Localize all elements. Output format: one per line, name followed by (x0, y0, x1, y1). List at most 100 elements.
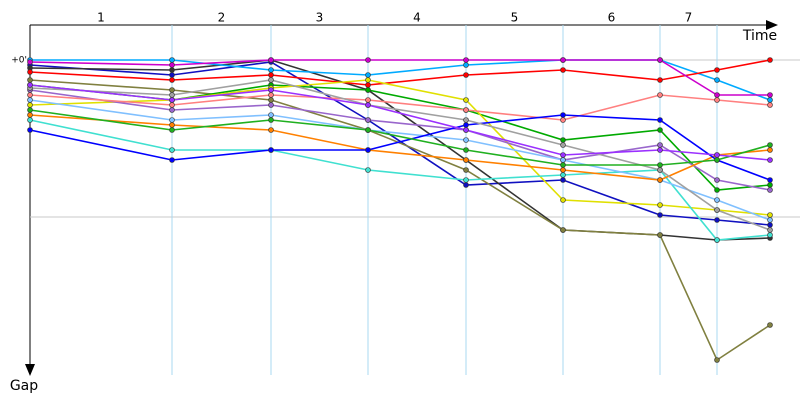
x-axis-arrow (766, 20, 778, 30)
point (27, 127, 33, 133)
point (27, 102, 33, 108)
point (268, 147, 274, 153)
point (169, 92, 175, 98)
point (268, 127, 274, 133)
point (27, 77, 33, 83)
point (657, 212, 663, 218)
point (560, 172, 566, 178)
point (169, 147, 175, 153)
point (767, 147, 773, 153)
point (268, 92, 274, 98)
point (27, 107, 33, 113)
point (767, 227, 773, 233)
point (268, 102, 274, 108)
y-axis-label: Gap (10, 378, 38, 394)
point (767, 322, 773, 328)
point (560, 227, 566, 233)
point (714, 207, 720, 213)
lap-label: 1 (97, 11, 105, 25)
point (560, 117, 566, 123)
point (560, 157, 566, 163)
point (365, 147, 371, 153)
point (767, 142, 773, 148)
point (365, 72, 371, 78)
point (560, 177, 566, 183)
point (365, 82, 371, 88)
point (657, 57, 663, 63)
point (767, 157, 773, 163)
point (463, 147, 469, 153)
point (169, 87, 175, 93)
point (560, 57, 566, 63)
point (268, 87, 274, 93)
point (268, 97, 274, 103)
point (560, 142, 566, 148)
point (657, 142, 663, 148)
point (714, 217, 720, 223)
point (767, 182, 773, 188)
point (714, 357, 720, 363)
point (657, 92, 663, 98)
point (365, 102, 371, 108)
point (169, 122, 175, 128)
point (169, 102, 175, 108)
point (463, 107, 469, 113)
point (169, 57, 175, 63)
point (463, 182, 469, 188)
point (560, 167, 566, 173)
point (560, 137, 566, 143)
point (27, 69, 33, 75)
point (27, 117, 33, 123)
point (27, 82, 33, 88)
point (27, 92, 33, 98)
point (657, 77, 663, 83)
point (657, 117, 663, 123)
lap-label: 7 (685, 11, 693, 25)
point (767, 222, 773, 228)
point (767, 187, 773, 193)
lap-label: 2 (218, 11, 226, 25)
x-axis-label: Time (742, 28, 777, 44)
point (169, 67, 175, 73)
point (463, 127, 469, 133)
point (268, 67, 274, 73)
point (657, 147, 663, 153)
lap-label: 3 (316, 11, 324, 25)
point (268, 77, 274, 83)
point (560, 197, 566, 203)
point (169, 62, 175, 68)
point (560, 162, 566, 168)
point (463, 177, 469, 183)
point (714, 237, 720, 243)
point (169, 157, 175, 163)
point (463, 122, 469, 128)
point (657, 232, 663, 238)
point (463, 97, 469, 103)
point (268, 72, 274, 78)
point (714, 177, 720, 183)
point (268, 112, 274, 118)
point (169, 77, 175, 83)
point (365, 97, 371, 103)
point (714, 197, 720, 203)
point (767, 177, 773, 183)
point (365, 87, 371, 93)
point (169, 107, 175, 113)
point (463, 57, 469, 63)
point (560, 112, 566, 118)
point (365, 127, 371, 133)
point (657, 162, 663, 168)
point (560, 152, 566, 158)
point (767, 217, 773, 223)
point (27, 59, 33, 65)
point (657, 177, 663, 183)
point (767, 92, 773, 98)
point (268, 57, 274, 63)
point (169, 72, 175, 78)
point (657, 202, 663, 208)
point (268, 117, 274, 123)
point (714, 92, 720, 98)
point (365, 117, 371, 123)
